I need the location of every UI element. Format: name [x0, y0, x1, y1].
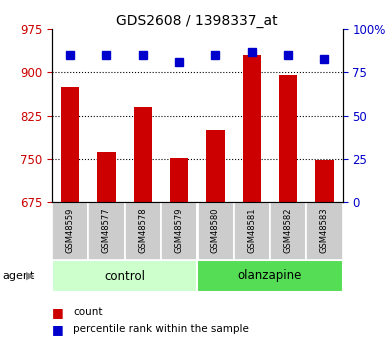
Bar — [61, 87, 79, 202]
Bar — [306, 202, 343, 260]
Text: GSM48579: GSM48579 — [175, 207, 184, 253]
Text: percentile rank within the sample: percentile rank within the sample — [73, 325, 249, 334]
Bar — [88, 202, 125, 260]
Text: olanzapine: olanzapine — [238, 269, 302, 283]
Text: control: control — [104, 269, 145, 283]
Bar — [134, 107, 152, 202]
Bar — [125, 202, 161, 260]
Bar — [161, 202, 197, 260]
Text: count: count — [73, 307, 103, 317]
Text: GSM48583: GSM48583 — [320, 207, 329, 253]
Text: agent: agent — [2, 271, 34, 281]
Text: GSM48580: GSM48580 — [211, 207, 220, 253]
Bar — [197, 260, 343, 292]
Bar — [52, 260, 197, 292]
Bar — [315, 160, 333, 202]
Text: GSM48581: GSM48581 — [247, 207, 256, 253]
Bar — [279, 75, 297, 202]
Bar — [97, 152, 116, 202]
Bar — [52, 202, 88, 260]
Bar — [234, 202, 270, 260]
Bar — [270, 202, 306, 260]
Text: ■: ■ — [52, 306, 64, 319]
Text: GSM48577: GSM48577 — [102, 207, 111, 253]
Bar — [206, 130, 224, 202]
Text: GSM48559: GSM48559 — [65, 207, 75, 253]
Text: ■: ■ — [52, 323, 64, 336]
Bar — [170, 158, 188, 202]
Bar — [243, 55, 261, 202]
Title: GDS2608 / 1398337_at: GDS2608 / 1398337_at — [117, 14, 278, 28]
Text: GSM48582: GSM48582 — [284, 207, 293, 253]
Bar — [197, 202, 234, 260]
Text: ▶: ▶ — [26, 271, 35, 281]
Text: GSM48578: GSM48578 — [138, 207, 147, 253]
